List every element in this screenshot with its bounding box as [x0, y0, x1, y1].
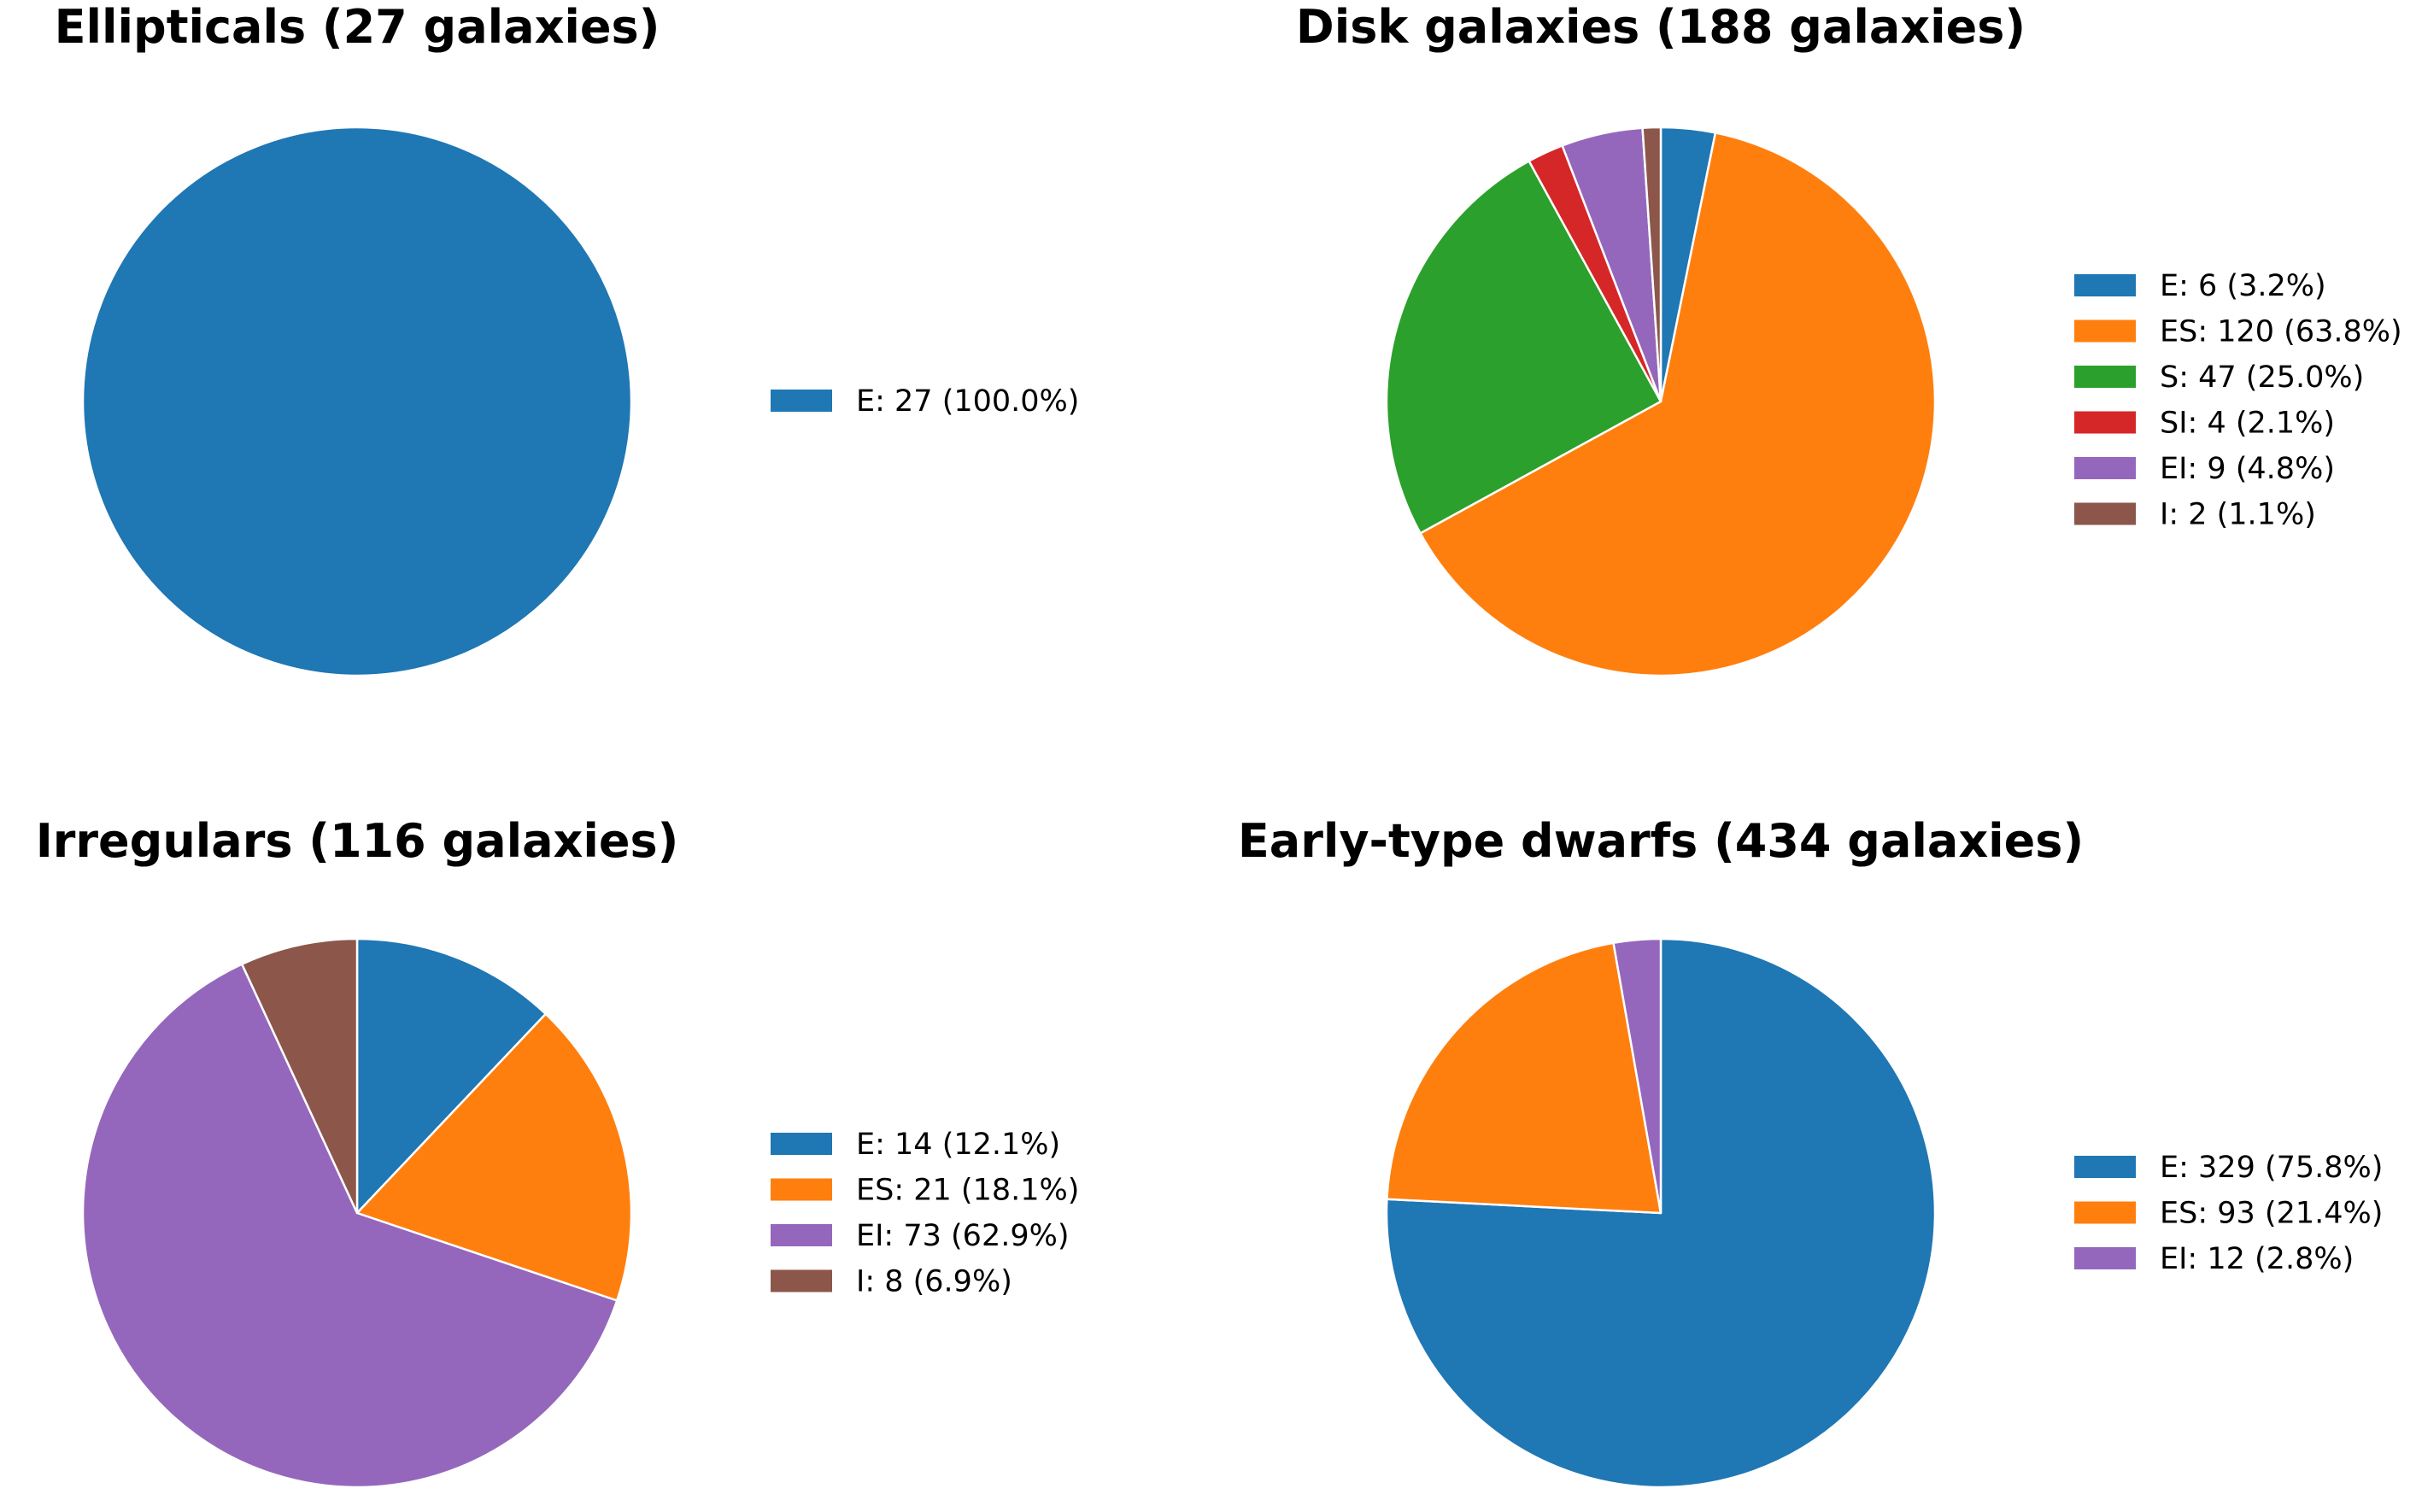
- legend-label: ES: 21 (18.1%): [856, 1174, 1079, 1208]
- pie-slice-e: [355, 937, 547, 1215]
- legend: E: 6 (3.2%) ES: 120 (63.8%) S: 47 (25.0%) S…: [2074, 269, 2402, 532]
- legend-label: E: 27 (100.0%): [856, 384, 1079, 419]
- legend-swatch: [2074, 319, 2136, 343]
- legend-swatch: [2074, 502, 2136, 525]
- pie-slice-es: [1386, 941, 1663, 1215]
- legend-swatch: [2074, 1247, 2136, 1269]
- legend-swatch: [771, 1269, 832, 1292]
- panel-disk-galaxies: Disk galaxies (188 galaxies) E: 6 (3.2%)…: [1296, 0, 2402, 677]
- legend-swatch: [771, 390, 832, 412]
- pie-slice-es: [355, 1012, 633, 1302]
- pie-slice-i: [1641, 126, 1663, 403]
- legend-label: I: 8 (6.9%): [856, 1265, 1012, 1299]
- legend-item-e: E: 329 (75.8%): [2074, 1151, 2383, 1185]
- legend-item-s: S: 47 (25.0%): [2074, 360, 2364, 395]
- legend: E: 27 (100.0%): [771, 384, 1079, 419]
- legend-label: EI: 73 (62.9%): [856, 1219, 1070, 1253]
- pie-slice-ei: [81, 963, 619, 1489]
- pie-slice-e: [1385, 937, 1937, 1489]
- pie: [1385, 126, 1937, 677]
- legend-item-ei: EI: 9 (4.8%): [2074, 452, 2335, 486]
- legend-swatch: [2074, 274, 2136, 296]
- legend-label: E: 6 (3.2%): [2160, 269, 2326, 303]
- legend-item-es: ES: 21 (18.1%): [771, 1174, 1079, 1208]
- legend-item-es: ES: 120 (63.8%): [2074, 315, 2402, 349]
- legend-label: EI: 9 (4.8%): [2160, 452, 2335, 486]
- pie: [81, 126, 633, 677]
- pie: [1385, 937, 1937, 1489]
- pie-slice-ei: [1612, 937, 1663, 1215]
- legend-swatch: [2074, 1201, 2136, 1224]
- legend-item-ei: EI: 12 (2.8%): [2074, 1242, 2354, 1276]
- legend-swatch: [2074, 457, 2136, 479]
- legend-item-si: SI: 4 (2.1%): [2074, 407, 2335, 441]
- legend: E: 329 (75.8%) ES: 93 (21.4%) EI: 12 (2.8%…: [2074, 1151, 2383, 1276]
- legend-item-i: I: 2 (1.1%): [2074, 498, 2316, 532]
- legend: E: 14 (12.1%) ES: 21 (18.1%) EI: 73 (62.9%…: [771, 1128, 1079, 1299]
- legend-swatch: [771, 1178, 832, 1201]
- panel-irregulars: Irregulars (116 galaxies) E: 14 (12.1%)E…: [36, 814, 1079, 1489]
- legend-swatch: [2074, 411, 2136, 434]
- legend-label: EI: 12 (2.8%): [2160, 1242, 2354, 1276]
- legend-swatch: [2074, 366, 2136, 388]
- legend-item-ei: EI: 73 (62.9%): [771, 1219, 1070, 1253]
- panel-early-type-dwarfs: Early-type dwarfs (434 galaxies) E: 329 …: [1238, 814, 2383, 1489]
- pie-slice-e: [81, 126, 633, 677]
- panel-title: Irregulars (116 galaxies): [36, 814, 679, 868]
- legend-item-e: E: 6 (3.2%): [2074, 269, 2326, 303]
- legend-swatch: [771, 1224, 832, 1246]
- legend-swatch: [771, 1133, 832, 1155]
- panel-title: Early-type dwarfs (434 galaxies): [1238, 814, 2084, 868]
- legend-label: E: 329 (75.8%): [2160, 1151, 2383, 1185]
- legend-label: ES: 120 (63.8%): [2160, 315, 2402, 349]
- panel-ellipticals: Ellipticals (27 galaxies) E: 27 (100.0%): [55, 0, 1079, 677]
- pie-slice-es: [1419, 132, 1937, 677]
- legend-item-i: I: 8 (6.9%): [771, 1265, 1012, 1299]
- legend-label: ES: 93 (21.4%): [2160, 1197, 2383, 1231]
- legend-swatch: [2074, 1156, 2136, 1178]
- panel-title: Ellipticals (27 galaxies): [55, 0, 660, 54]
- legend-label: S: 47 (25.0%): [2160, 360, 2364, 395]
- legend-item-e: E: 14 (12.1%): [771, 1128, 1060, 1162]
- legend-label: SI: 4 (2.1%): [2160, 407, 2335, 441]
- panel-title: Disk galaxies (188 galaxies): [1296, 0, 2026, 54]
- legend-label: E: 14 (12.1%): [856, 1128, 1060, 1162]
- pie: [81, 937, 633, 1489]
- legend-label: I: 2 (1.1%): [2160, 498, 2316, 532]
- legend-item-es: ES: 93 (21.4%): [2074, 1197, 2383, 1231]
- legend-item-e: E: 27 (100.0%): [771, 384, 1079, 419]
- pie-slice-s: [1385, 160, 1663, 535]
- pie-slice-i: [240, 937, 359, 1215]
